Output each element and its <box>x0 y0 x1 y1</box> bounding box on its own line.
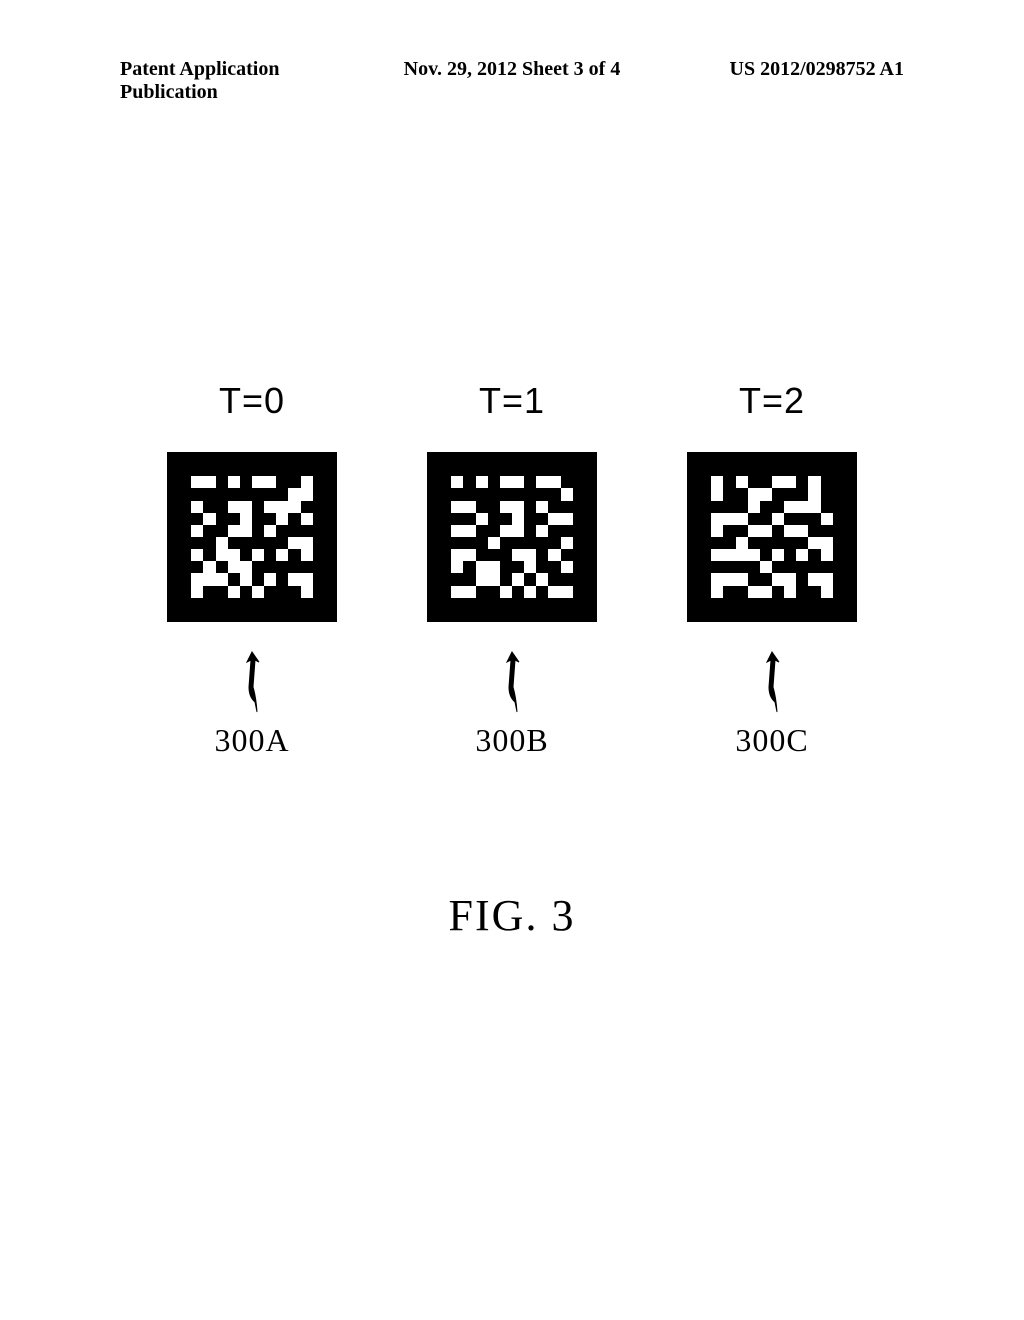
ref-label-2: 300C <box>735 722 808 759</box>
ref-label-0: 300A <box>214 722 289 759</box>
time-label-1: T=1 <box>479 380 545 422</box>
figure-item-1: T=1 300B <box>427 380 597 759</box>
arrow-0 <box>232 647 272 717</box>
datamatrix-1 <box>427 452 597 622</box>
page-header: Patent Application Publication Nov. 29, … <box>0 58 1024 104</box>
figure-row: T=0 300A T=1 300B T=2 300C <box>0 380 1024 759</box>
datamatrix-0 <box>167 452 337 622</box>
arrow-1 <box>492 647 532 717</box>
datamatrix-2 <box>687 452 857 622</box>
figure-item-2: T=2 300C <box>687 380 857 759</box>
time-label-2: T=2 <box>739 380 805 422</box>
figure-item-0: T=0 300A <box>167 380 337 759</box>
ref-label-1: 300B <box>475 722 548 759</box>
header-date-sheet: Nov. 29, 2012 Sheet 3 of 4 <box>381 58 642 104</box>
figure-caption: FIG. 3 <box>0 890 1024 941</box>
header-pub-number: US 2012/0298752 A1 <box>643 58 904 104</box>
arrow-2 <box>752 647 792 717</box>
time-label-0: T=0 <box>219 380 285 422</box>
header-pub-type: Patent Application Publication <box>120 58 381 104</box>
